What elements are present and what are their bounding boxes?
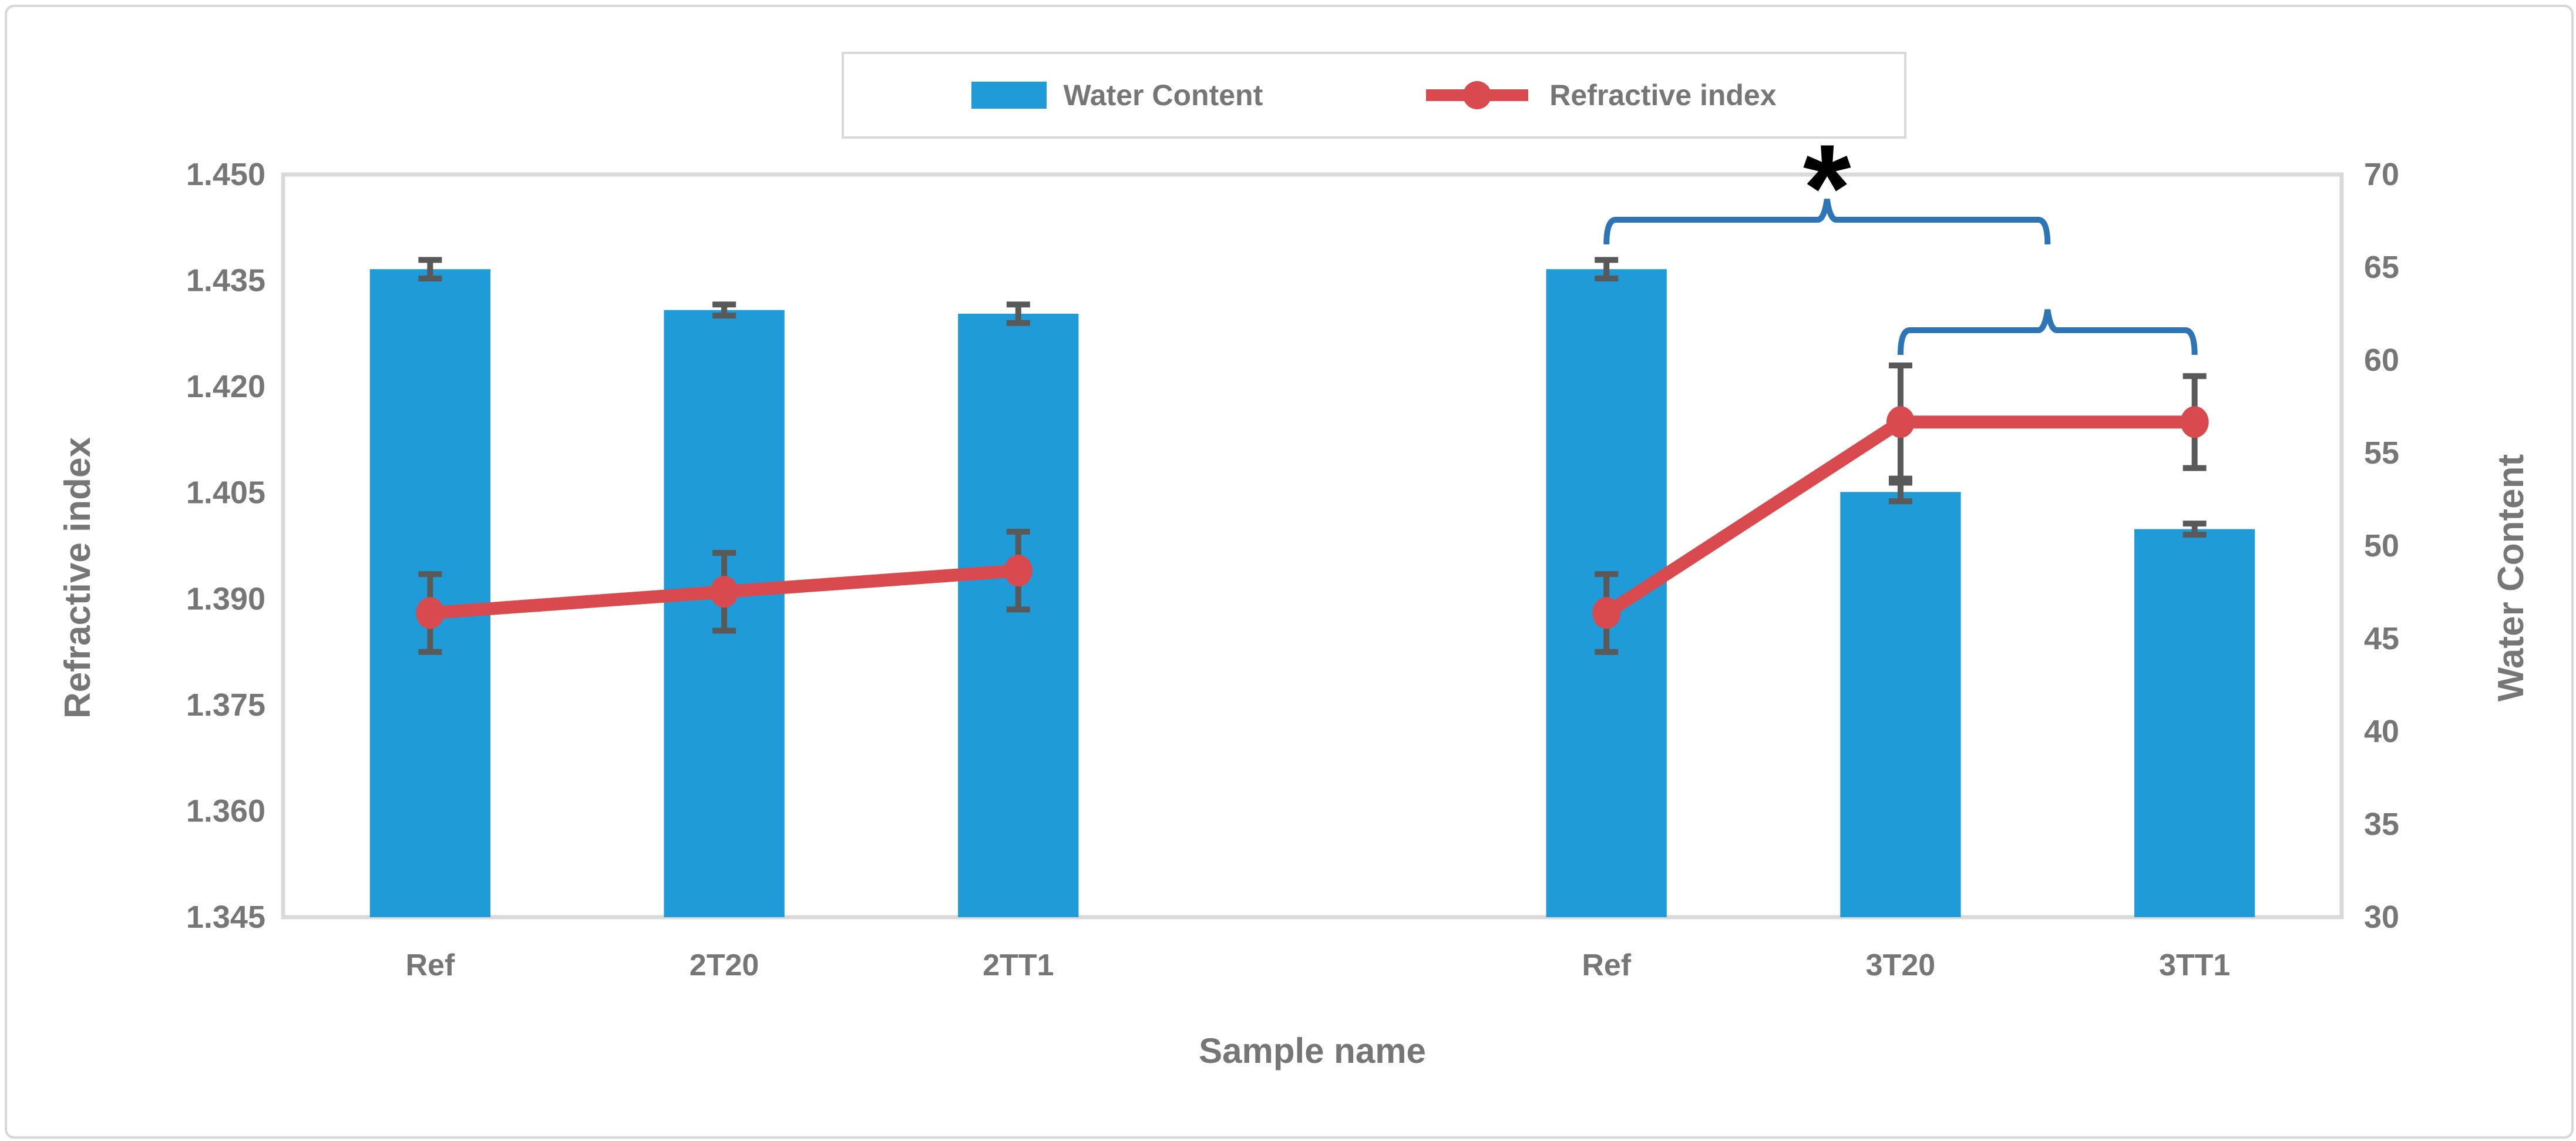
right-axis-tick-label: 45 [2364, 621, 2399, 656]
refractive-index-marker-icon [1426, 81, 1529, 109]
x-axis-category-label: 2TT1 [983, 948, 1054, 982]
left-axis-tick-label: 1.360 [186, 793, 265, 828]
left-axis-tick-label: 1.405 [186, 475, 265, 511]
refractive-index-marker-3tt1 [2180, 406, 2209, 438]
plot-area: 1.450 1.435 1.420 1.405 1.390 1.375 1.360 1.345… [186, 119, 2399, 982]
legend-label-water-content: Water Content [1063, 79, 1263, 112]
x-axis-category-label: 3T20 [1866, 948, 1936, 982]
x-axis-category-label: 3TT1 [2159, 948, 2230, 982]
right-axis-tick-label: 40 [2364, 714, 2399, 749]
x-axis-category-label: Ref [1582, 948, 1631, 982]
right-axis-tick-label: 35 [2364, 807, 2399, 842]
left-axis-tick-label: 1.420 [186, 369, 265, 404]
significance-bracket-upper [1603, 199, 2051, 245]
bar-3t20 [1840, 492, 1961, 917]
right-axis-tick-label: 50 [2364, 528, 2399, 563]
bar-3tt1 [2134, 529, 2255, 917]
right-axis-tick-label: 65 [2364, 250, 2399, 285]
x-axis-category-label: 2T20 [690, 948, 759, 982]
left-axis-tick-label: 1.390 [186, 581, 265, 616]
significance-bracket-lower [1897, 309, 2198, 355]
right-axis-tick-label: 60 [2364, 343, 2399, 378]
refractive-index-marker-2tt1 [1004, 555, 1033, 587]
refractive-index-marker-3t20 [1886, 406, 1915, 438]
bar-2tt1 [958, 314, 1079, 917]
figure-container: Water Content Refractive index Refractiv… [5, 5, 2574, 1139]
refractive-index-marker-ref [1592, 597, 1621, 629]
water-content-swatch-icon [971, 82, 1047, 109]
plot-border [281, 172, 2344, 919]
right-axis-tick-label: 30 [2364, 900, 2399, 935]
left-axis-tick-label: 1.345 [186, 900, 265, 935]
left-axis-tick-label: 1.450 [186, 157, 265, 192]
right-axis-tick-label: 70 [2364, 157, 2399, 192]
legend-item-water-content: Water Content [971, 78, 1263, 112]
left-axis-tick-label: 1.435 [186, 263, 265, 298]
legend-label-refractive-index: Refractive index [1549, 79, 1777, 112]
legend-dot [1463, 81, 1492, 109]
significance-asterisk: * [1803, 119, 1851, 257]
right-axis-tick-label: 55 [2364, 435, 2399, 471]
legend: Water Content Refractive index [842, 52, 1906, 139]
refractive-index-marker-2t20 [710, 576, 739, 608]
left-axis-tick-label: 1.375 [186, 687, 265, 723]
refractive-index-marker-ref [416, 597, 445, 629]
x-axis-category-label: Ref [405, 948, 455, 982]
legend-item-refractive-index: Refractive index [1421, 78, 1777, 113]
x-axis-title: Sample name [1199, 1031, 1426, 1070]
